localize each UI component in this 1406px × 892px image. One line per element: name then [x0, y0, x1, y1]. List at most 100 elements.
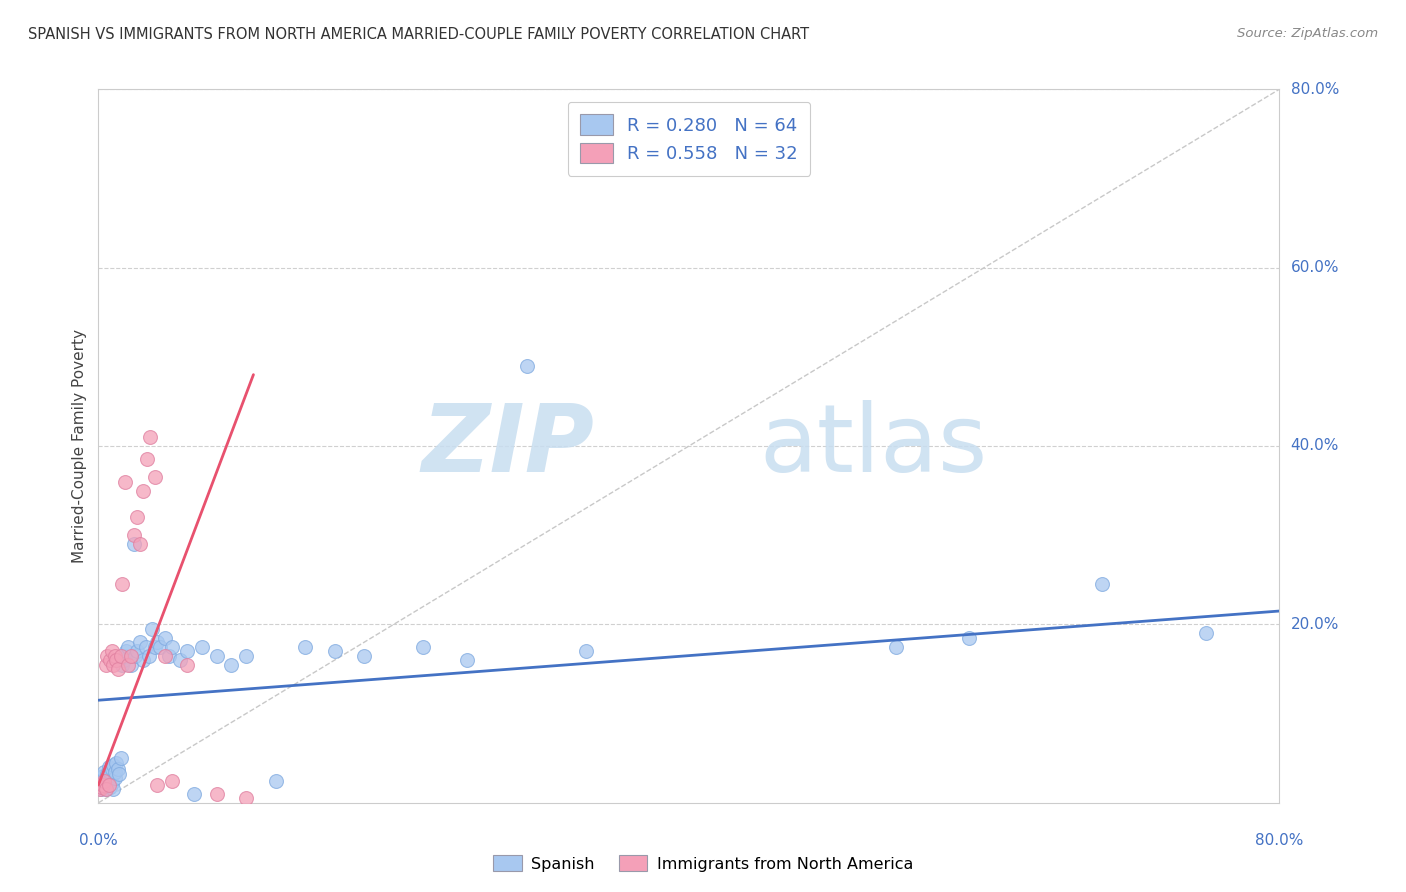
Point: [103, 758, 125, 772]
Point: [100, 644, 122, 658]
Point: [103, 782, 125, 797]
Text: SPANISH VS IMMIGRANTS FROM NORTH AMERICA MARRIED-COUPLE FAMILY POVERTY CORRELATI: SPANISH VS IMMIGRANTS FROM NORTH AMERICA…: [28, 27, 810, 42]
Point: [93, 773, 115, 788]
Point: [98, 764, 121, 779]
Text: 20.0%: 20.0%: [1291, 617, 1339, 632]
Point: [1195, 626, 1218, 640]
Point: [120, 657, 142, 672]
Point: [100, 776, 122, 790]
Point: [96, 767, 118, 781]
Point: [1091, 577, 1114, 591]
Point: [90, 782, 112, 797]
Point: [105, 756, 128, 770]
Point: [97, 773, 120, 788]
Text: Source: ZipAtlas.com: Source: ZipAtlas.com: [1237, 27, 1378, 40]
Point: [96, 778, 118, 792]
Point: [574, 644, 596, 658]
Point: [89, 782, 111, 797]
Text: 80.0%: 80.0%: [1256, 833, 1303, 848]
Point: [135, 640, 157, 654]
Point: [110, 751, 132, 765]
Point: [104, 771, 127, 785]
Point: [128, 635, 150, 649]
Point: [959, 631, 981, 645]
Point: [122, 537, 145, 551]
Point: [93, 776, 115, 790]
Point: [97, 778, 120, 792]
Point: [115, 644, 138, 658]
Text: ZIP: ZIP: [422, 400, 595, 492]
Point: [162, 640, 183, 654]
Point: [176, 657, 198, 672]
Point: [114, 475, 136, 489]
Point: [191, 640, 214, 654]
Point: [100, 762, 122, 776]
Point: [107, 662, 129, 676]
Point: [98, 653, 121, 667]
Point: [205, 787, 228, 801]
Point: [96, 648, 118, 663]
Point: [103, 657, 125, 672]
Point: [122, 528, 145, 542]
Point: [117, 640, 139, 654]
Point: [104, 764, 127, 779]
Point: [143, 470, 166, 484]
Point: [91, 780, 114, 794]
Text: 60.0%: 60.0%: [1291, 260, 1339, 275]
Point: [162, 773, 183, 788]
Point: [91, 778, 114, 792]
Point: [105, 653, 128, 667]
Point: [125, 644, 148, 658]
Point: [264, 773, 287, 788]
Point: [114, 648, 136, 663]
Point: [176, 644, 198, 658]
Point: [104, 648, 127, 663]
Point: [90, 773, 112, 788]
Point: [456, 653, 478, 667]
Point: [515, 359, 537, 373]
Point: [136, 452, 159, 467]
Point: [89, 778, 111, 792]
Point: [97, 760, 120, 774]
Point: [128, 537, 150, 551]
Point: [153, 648, 176, 663]
Point: [108, 767, 131, 781]
Y-axis label: Married-Couple Family Poverty: Married-Couple Family Poverty: [72, 329, 87, 563]
Text: 40.0%: 40.0%: [1291, 439, 1339, 453]
Point: [149, 640, 172, 654]
Point: [219, 657, 242, 672]
Legend: Spanish, Immigrants from North America: Spanish, Immigrants from North America: [485, 847, 921, 880]
Point: [120, 648, 142, 663]
Text: 80.0%: 80.0%: [1291, 82, 1339, 96]
Point: [94, 782, 117, 797]
Point: [94, 657, 117, 672]
Point: [235, 648, 257, 663]
Point: [205, 648, 228, 663]
Point: [141, 622, 163, 636]
Point: [93, 764, 115, 779]
Point: [183, 787, 205, 801]
Point: [132, 483, 155, 498]
Point: [111, 657, 134, 672]
Point: [125, 510, 148, 524]
Point: [110, 648, 132, 663]
Point: [111, 577, 134, 591]
Point: [235, 791, 257, 805]
Point: [90, 780, 112, 794]
Point: [143, 640, 166, 654]
Point: [132, 653, 155, 667]
Point: [294, 640, 316, 654]
Point: [138, 648, 160, 663]
Point: [112, 653, 135, 667]
Point: [153, 631, 176, 645]
Point: [412, 640, 434, 654]
Point: [94, 782, 117, 797]
Point: [884, 640, 907, 654]
Point: [91, 769, 114, 783]
Text: 0.0%: 0.0%: [79, 833, 118, 848]
Point: [146, 778, 169, 792]
Point: [353, 648, 375, 663]
Point: [146, 635, 169, 649]
Legend: R = 0.280   N = 64, R = 0.558   N = 32: R = 0.280 N = 64, R = 0.558 N = 32: [568, 102, 810, 176]
Point: [98, 780, 121, 794]
